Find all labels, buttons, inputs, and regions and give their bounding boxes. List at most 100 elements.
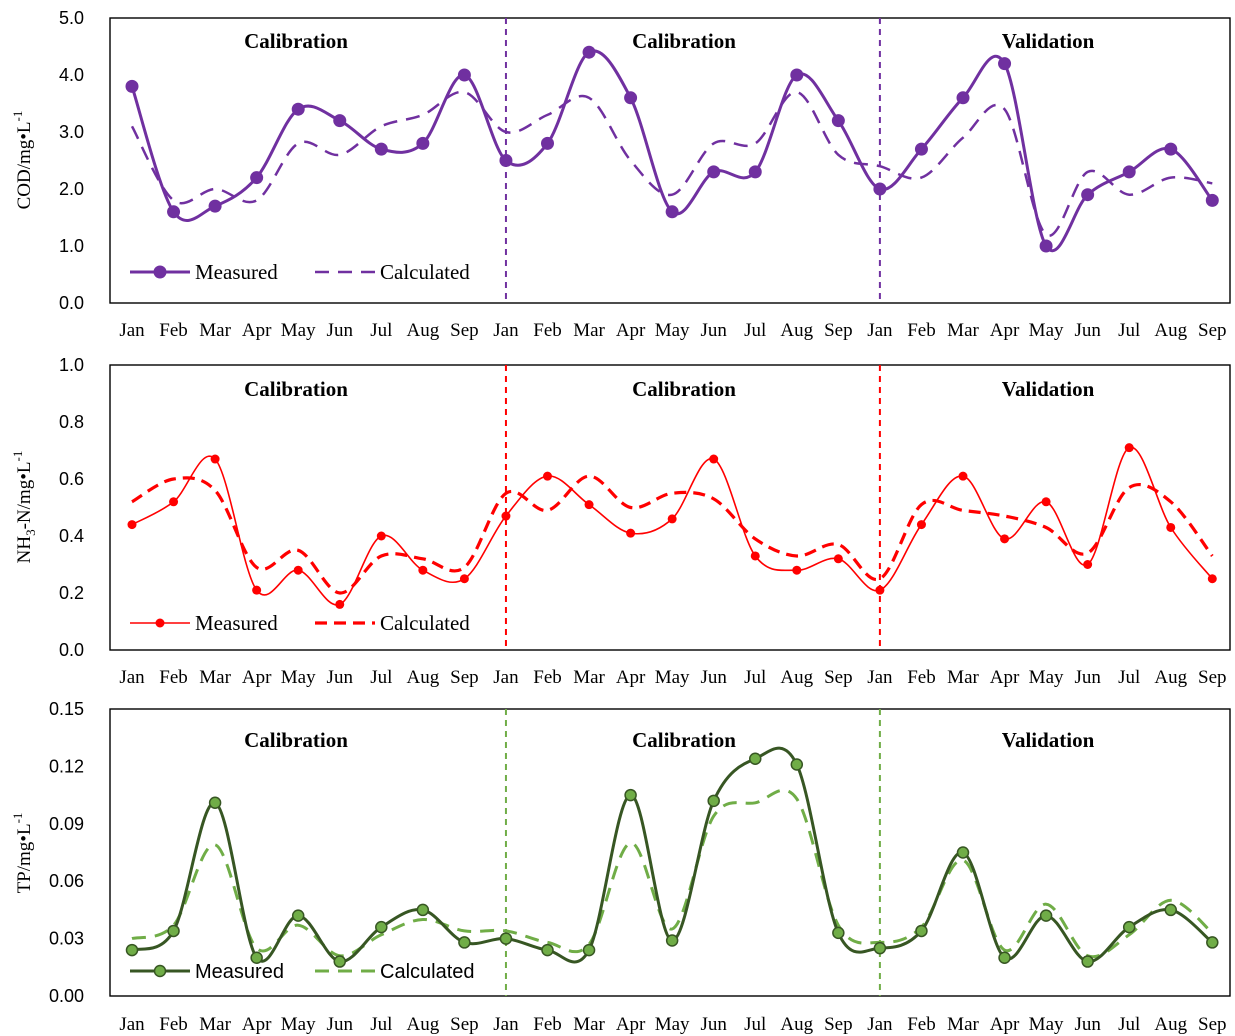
x-tick-label: May [655, 667, 690, 688]
x-tick-label: May [281, 667, 316, 688]
data-point-measured [333, 955, 346, 968]
y-tick-label: 0.12 [49, 756, 84, 776]
data-point-measured [1207, 574, 1217, 584]
x-tick-label: Aug [780, 320, 813, 341]
data-point-measured [1081, 188, 1095, 202]
series-line-measured [130, 49, 1214, 253]
y-tick-label: 0.09 [49, 814, 84, 834]
data-point-measured [956, 91, 970, 105]
data-point-measured [210, 454, 220, 464]
x-tick-label: Mar [947, 667, 979, 688]
plot-area [109, 364, 1231, 651]
x-tick-label: Mar [573, 320, 605, 341]
x-tick-label: May [281, 1014, 316, 1035]
x-tick-label: Jul [744, 1014, 766, 1035]
period-label: Validation [1002, 728, 1095, 752]
data-point-measured [167, 205, 181, 219]
data-point-measured [375, 920, 388, 934]
data-point-measured [707, 794, 720, 808]
x-tick-label: Apr [990, 1014, 1020, 1035]
y-tick-label: 1.0 [59, 236, 84, 256]
y-tick-label: 0.03 [49, 929, 84, 949]
period-label: Validation [1002, 377, 1095, 401]
legend-marker-measured [153, 964, 167, 978]
y-axis-label: TP/mg•L-1 [10, 813, 35, 894]
x-tick-label: Sep [1198, 1014, 1227, 1035]
x-tick-label: Mar [947, 1014, 979, 1035]
x-tick-label: Mar [199, 667, 231, 688]
x-tick-label: Jan [493, 667, 519, 688]
x-tick-label: May [1029, 320, 1064, 341]
data-point-measured [1166, 522, 1176, 532]
data-point-measured [626, 528, 636, 538]
y-axis-label: COD/mg•L-1 [10, 111, 35, 210]
data-point-measured [1122, 920, 1136, 934]
y-tick-label: 0.06 [49, 871, 84, 891]
y-tick-label: 0.00 [49, 986, 84, 1006]
x-tick-label: Aug [780, 667, 813, 688]
data-point-measured [790, 758, 804, 771]
x-tick-label: Apr [242, 667, 272, 688]
x-tick-label: Mar [573, 667, 605, 688]
data-point-measured [790, 68, 804, 82]
data-point-measured [624, 788, 637, 802]
y-tick-label: 0.2 [59, 583, 84, 603]
panel-1: 0.0 1.0 2.0 3.0 4.0 5.0 Jan Feb Mar Apr May Jun Jul A… [10, 8, 1231, 341]
x-tick-label: Jul [370, 667, 392, 688]
x-tick-label: Sep [450, 1014, 479, 1035]
x-tick-label: Sep [824, 320, 853, 341]
x-tick-label: Apr [616, 667, 646, 688]
x-tick-label: Jan [867, 1014, 893, 1035]
x-tick-label: Jun [1074, 667, 1101, 688]
period-label: Calibration [244, 377, 348, 401]
data-point-measured [499, 154, 513, 167]
x-tick-label: Jul [1118, 320, 1140, 341]
y-axis-label: NH3-N/mg•L-1 [10, 451, 38, 564]
y-tick-label: 4.0 [59, 65, 84, 85]
period-label: Calibration [244, 29, 348, 53]
data-point-measured [749, 752, 762, 765]
x-tick-label: Aug [1154, 667, 1187, 688]
data-point-measured [169, 497, 179, 507]
data-point-measured [873, 941, 887, 955]
legend: Measured Calculated [130, 260, 470, 284]
data-point-measured [873, 182, 887, 196]
x-tick-label: Mar [573, 1014, 605, 1035]
data-point-measured [916, 520, 926, 530]
data-point-measured [1124, 443, 1134, 453]
x-tick-label: May [1029, 667, 1064, 688]
data-point-measured [665, 205, 679, 219]
data-point-measured [956, 846, 970, 859]
x-tick-label: Mar [199, 1014, 231, 1035]
data-point-measured [1206, 936, 1219, 949]
legend-label-measured: Measured [195, 260, 278, 284]
x-tick-label: Feb [907, 320, 936, 341]
x-tick-label: Jun [327, 320, 354, 341]
data-point-measured [707, 165, 721, 179]
x-tick-label: Jun [1074, 320, 1101, 341]
data-point-measured [833, 554, 843, 564]
x-tick-label: Sep [1198, 320, 1227, 341]
x-tick-label: Feb [533, 667, 562, 688]
x-tick-label: Sep [450, 667, 479, 688]
x-tick-label: Feb [533, 320, 562, 341]
data-point-measured [1039, 909, 1053, 922]
y-tick-label: 0.6 [59, 469, 84, 489]
x-tick-label: Jun [327, 1014, 354, 1035]
panel-2: 0.0 0.2 0.4 0.6 0.8 1.0 Jan Feb Mar Apr May Jun Jul A… [10, 355, 1231, 688]
data-point-measured [748, 165, 762, 179]
legend-marker-measured [153, 265, 167, 279]
legend-label-calculated: Calculated [380, 961, 475, 983]
x-tick-label: Jun [327, 667, 354, 688]
period-label: Calibration [632, 377, 736, 401]
x-tick-label: Jul [744, 320, 766, 341]
series-line-measured [131, 446, 1213, 606]
data-point-measured [1164, 903, 1177, 917]
legend: Measured Calculated [130, 961, 475, 983]
x-tick-label: Jul [370, 320, 392, 341]
x-tick-label: Feb [159, 320, 188, 341]
x-tick-label: Apr [990, 320, 1020, 341]
data-point-measured [1205, 193, 1219, 207]
data-point-measured [832, 926, 845, 940]
x-tick-label: Aug [406, 320, 439, 341]
